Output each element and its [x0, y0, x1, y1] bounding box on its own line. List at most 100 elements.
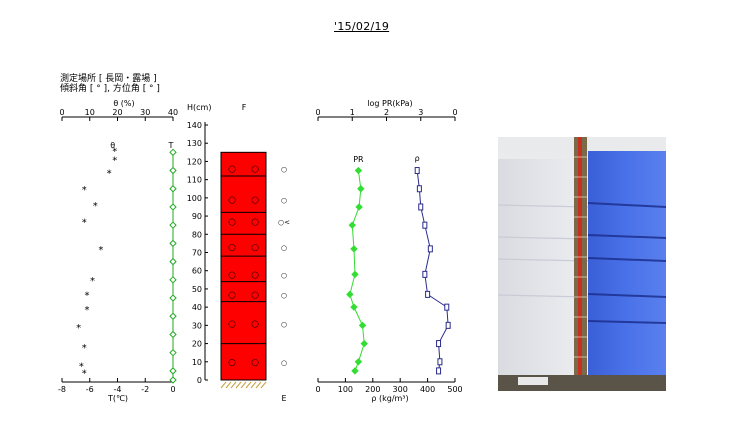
- height-tick-label: 30: [192, 321, 202, 330]
- theta-point: *: [112, 156, 117, 167]
- snow-wall-image: [498, 137, 666, 391]
- ground-label: E: [281, 394, 286, 403]
- theta-point: *: [112, 147, 117, 158]
- grain-symbol: ○: [228, 218, 236, 228]
- grain-symbol: ○: [228, 243, 236, 253]
- density-tick-label: 500: [447, 385, 462, 394]
- pr-point: [354, 166, 363, 175]
- grain-size-symbol: ○: [281, 359, 287, 367]
- density-point: [427, 245, 433, 253]
- theta-point: *: [84, 290, 89, 301]
- density-axis-label: ρ (kg/m³): [371, 394, 408, 403]
- grain-symbol: ○: [228, 320, 236, 330]
- temperature-point: [169, 166, 177, 175]
- grain-symbol: ○: [251, 290, 259, 300]
- layer-structure-column: F ○ ○ ○ ○ ○ ○ ○ ○ ○< ○ ○ ○ ○ ○ ○ ○ ○ ○ ○ ○ ○ ○ ○ ○ E: [220, 103, 290, 403]
- pr-legend: PR: [353, 155, 364, 164]
- density-point: [422, 270, 428, 278]
- grain-size-symbol: ○: [281, 166, 287, 174]
- temperature-legend: T: [168, 141, 174, 150]
- density-tick-label: 200: [365, 385, 380, 394]
- density-point: [437, 358, 443, 366]
- pr-point: [357, 185, 365, 193]
- theta-tick-label: 0: [59, 108, 64, 117]
- slope-label: 傾斜角 [ ° ], 方位角 [ ° ]: [60, 84, 160, 94]
- theta-axis-label: θ (%): [113, 99, 134, 108]
- theta-point: *: [93, 201, 98, 212]
- ground-hatch: [260, 381, 267, 389]
- grain-symbol: ○: [251, 358, 259, 368]
- density-tick-label: 100: [338, 385, 353, 394]
- temperature-tick-label: -4: [114, 385, 122, 394]
- grain-symbol: ○: [228, 270, 236, 280]
- theta-point: *: [90, 276, 95, 287]
- grain-size-symbol: ○: [281, 197, 287, 205]
- observation-date: '15/02/19: [334, 20, 390, 33]
- grain-form-header: F: [242, 103, 247, 112]
- pr-point: [350, 303, 358, 311]
- temperature-point: [169, 257, 177, 266]
- temperature-point: [169, 221, 177, 229]
- height-tick-label: 100: [187, 194, 202, 203]
- ground-hatch: [255, 381, 262, 389]
- temperature-point: [169, 148, 177, 157]
- height-tick-label: 0: [197, 376, 202, 385]
- density-tick-label: 0: [315, 385, 320, 394]
- height-tick-label: 90: [192, 212, 202, 221]
- theta-tick-label: 10: [85, 108, 95, 117]
- density-point: [422, 221, 428, 229]
- temperature-point: [169, 239, 177, 248]
- theta-point: *: [76, 323, 81, 334]
- temperature-point: [169, 367, 177, 375]
- density-tick-label: 400: [420, 385, 435, 394]
- grain-size-symbol: ○<: [278, 219, 290, 227]
- pr-point: [346, 290, 354, 299]
- grain-size-symbol: ○: [281, 244, 287, 252]
- temperature-tick-label: 0: [170, 385, 175, 394]
- grain-symbol: ○: [228, 196, 236, 206]
- temperature-axis-label: T(℃): [107, 394, 128, 403]
- theta-point: *: [84, 305, 89, 316]
- density-point: [425, 290, 431, 298]
- temperature-point: [169, 203, 177, 211]
- theta-tick-label: 40: [168, 108, 178, 117]
- theta-tick-label: 30: [140, 108, 150, 117]
- theta-tick-label: 20: [112, 108, 122, 117]
- theta-point: *: [107, 168, 112, 179]
- density-point: [414, 167, 420, 175]
- pr-point: [351, 367, 359, 375]
- temperature-tick-label: -6: [86, 385, 94, 394]
- pr-point: [354, 358, 363, 366]
- theta-point: *: [79, 361, 84, 372]
- ground-hatch: [225, 381, 232, 389]
- height-tick-label: 130: [187, 139, 202, 148]
- grain-symbol: ○: [251, 270, 259, 280]
- height-tick-label: 20: [192, 340, 202, 349]
- log-pr-tick-label: 3: [418, 108, 423, 117]
- temperature-point: [169, 376, 177, 384]
- temperature-point: [169, 330, 177, 339]
- temperature-point: [169, 348, 177, 357]
- height-tick-label: 140: [187, 121, 202, 130]
- temperature-point: [169, 276, 177, 284]
- height-tick-label: 110: [187, 176, 202, 185]
- grain-symbol: ○: [228, 165, 236, 175]
- grain-symbol: ○: [251, 196, 259, 206]
- log-pr-tick-label: 2: [384, 108, 389, 117]
- grain-size-symbol: ○: [281, 291, 287, 299]
- temperature-tick-label: -8: [58, 385, 66, 394]
- ground-hatch: [230, 381, 237, 389]
- temperature-point: [169, 312, 177, 320]
- grain-symbol: ○: [251, 320, 259, 330]
- density-point: [436, 340, 442, 348]
- grain-symbol: ○: [251, 165, 259, 175]
- log-pr-tick-label: 0: [452, 108, 457, 117]
- height-tick-label: 50: [192, 285, 202, 294]
- temperature-point: [169, 294, 177, 302]
- height-tick-label: 60: [192, 267, 202, 276]
- density-legend: ρ: [415, 154, 420, 163]
- pr-point: [355, 203, 363, 211]
- pr-line: [349, 170, 365, 372]
